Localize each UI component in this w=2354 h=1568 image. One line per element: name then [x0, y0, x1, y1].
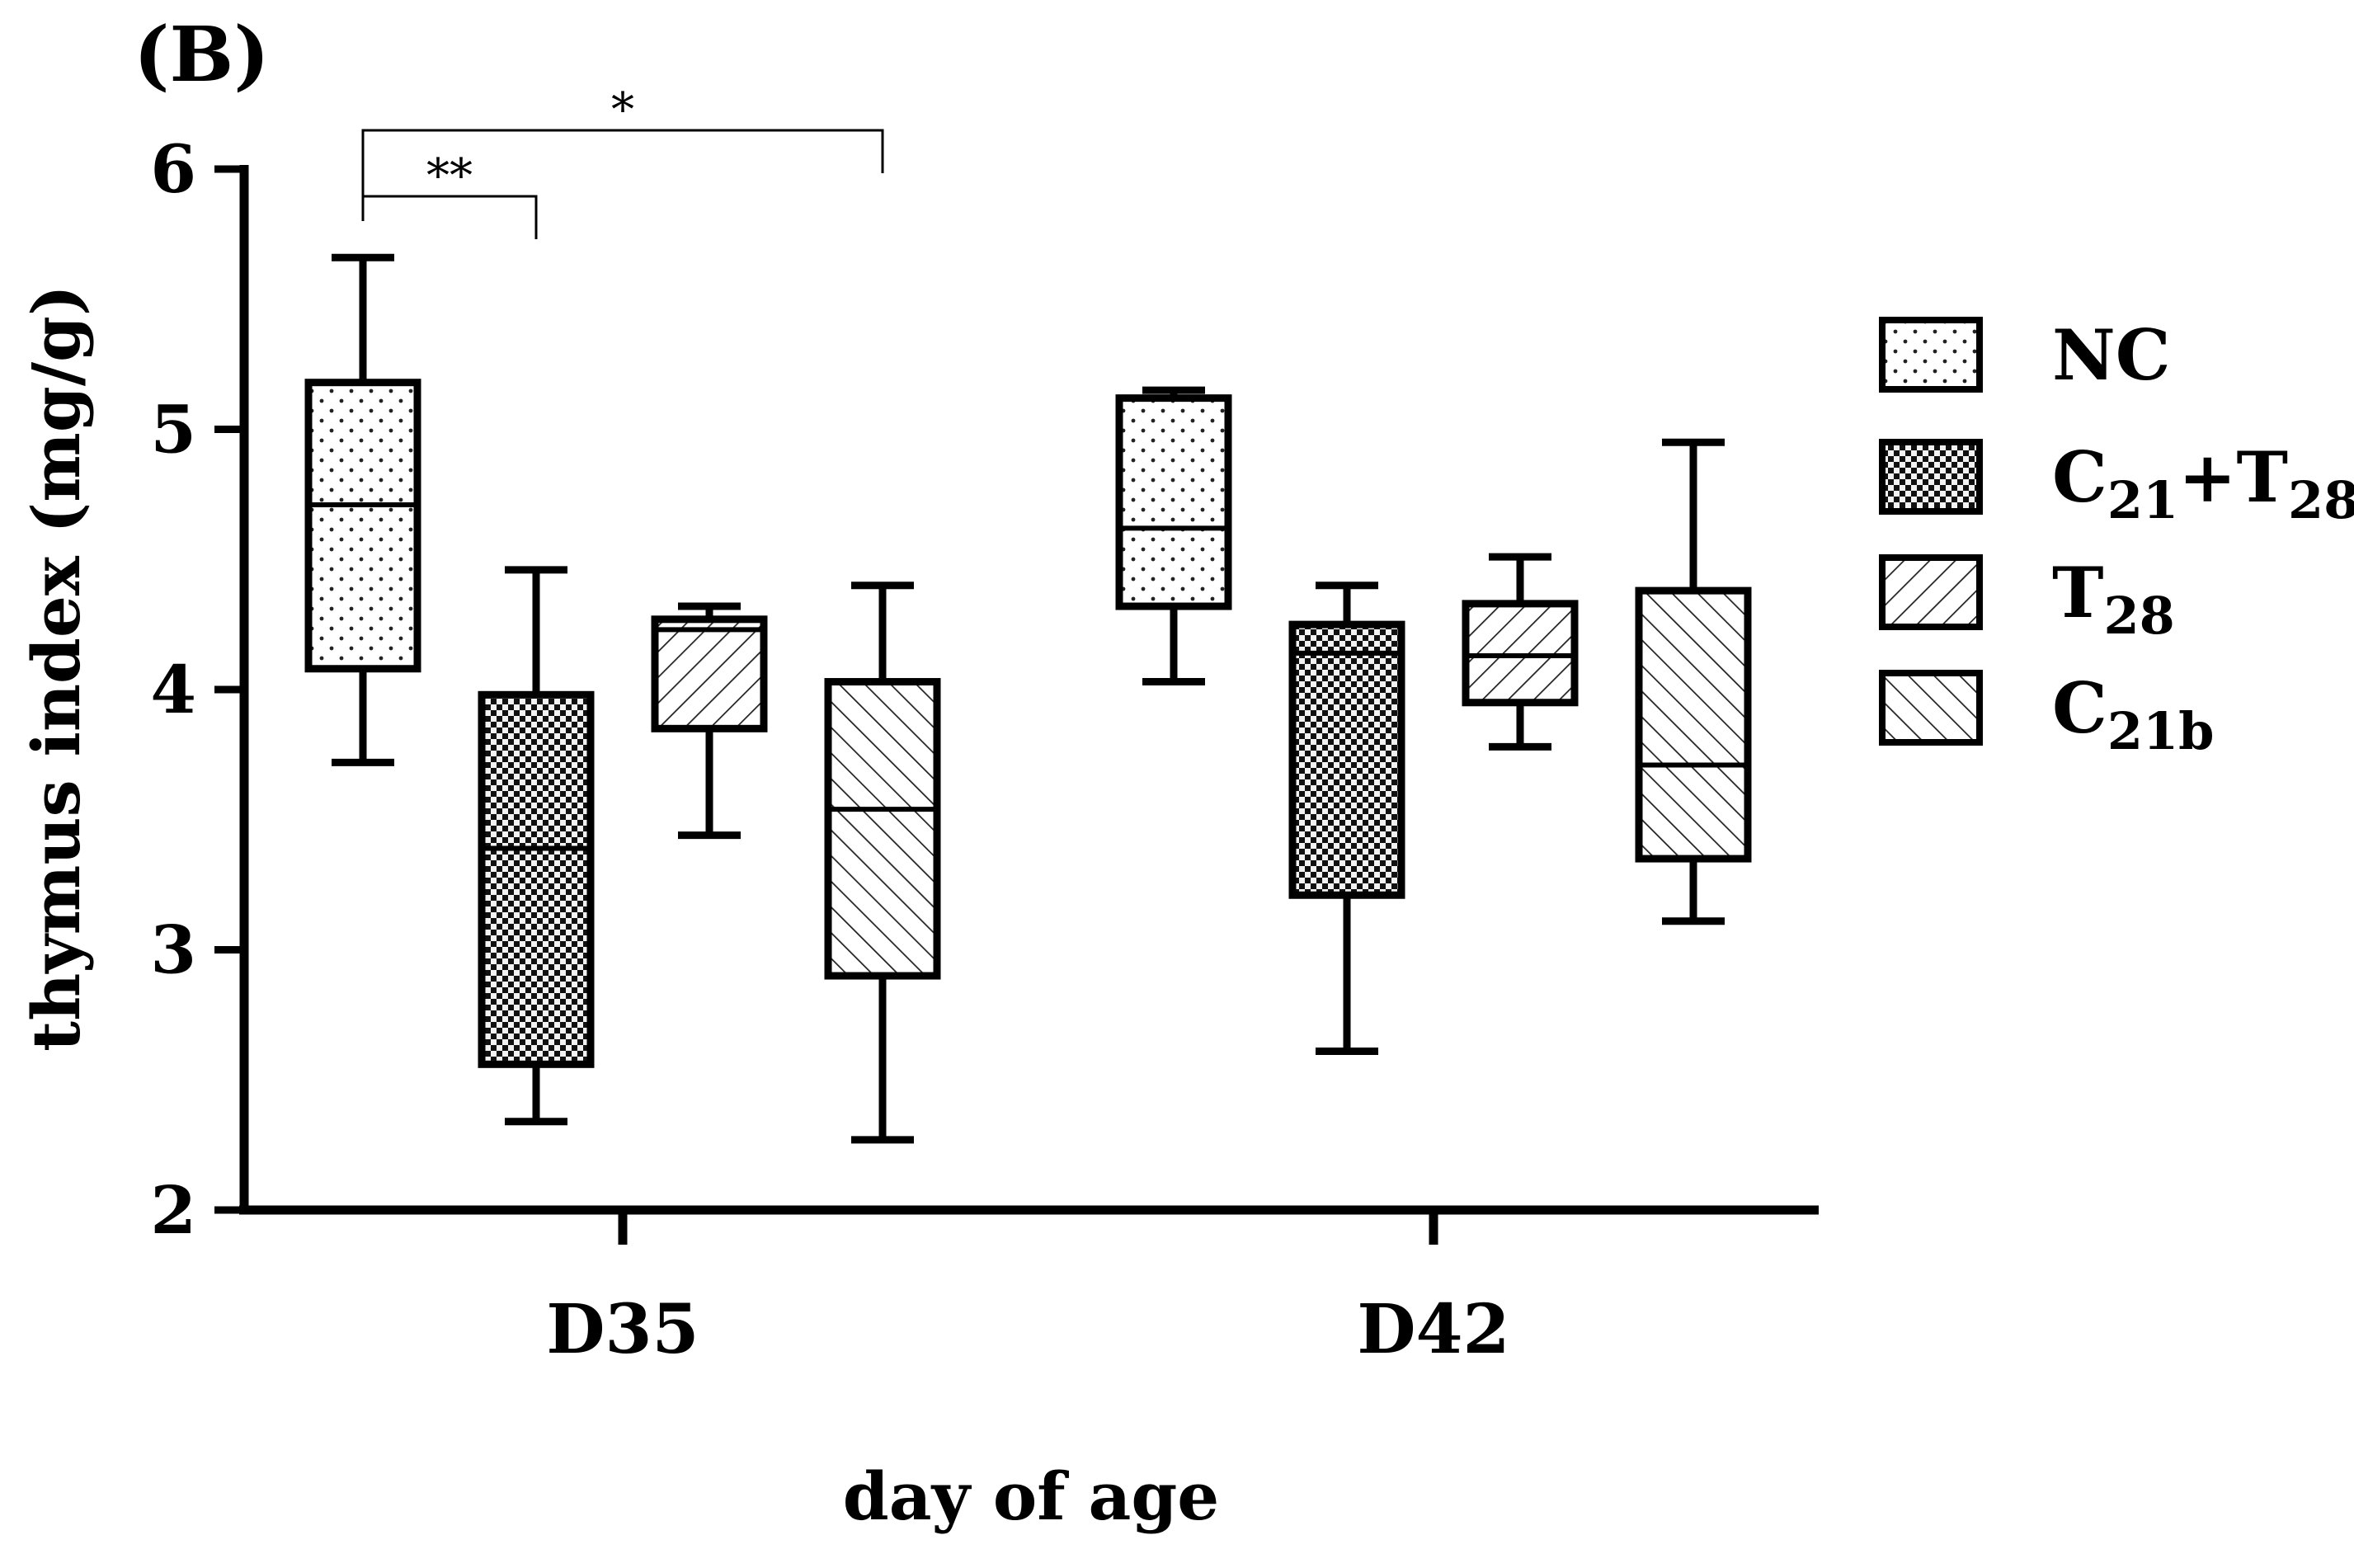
legend-swatch [1879, 554, 1983, 630]
legend-swatch [1879, 317, 1983, 393]
box-c21+t28-d35 [478, 566, 595, 1126]
box-iqr [1635, 586, 1752, 863]
legend-item-c21b: C21b [1879, 667, 2215, 761]
y-axis-title: thymus index (mg/g) [17, 285, 95, 1052]
x-axis-title: day of age [843, 1457, 1219, 1535]
significance-bracket [361, 129, 884, 221]
box-t28-d42 [1462, 553, 1579, 751]
x-tick-label: D35 [546, 1290, 699, 1369]
y-tick-label: 6 [150, 130, 196, 208]
box-iqr [304, 379, 421, 673]
legend-item-nc: NC [1879, 314, 2171, 396]
box-nc-d42 [1115, 386, 1232, 686]
box-iqr [478, 690, 595, 1068]
legend-swatch [1879, 670, 1983, 746]
panel-label: (B) [134, 10, 270, 99]
box-nc-d35 [304, 253, 421, 766]
y-tick-label: 5 [150, 391, 196, 469]
y-tick-label: 2 [150, 1171, 196, 1249]
legend-swatch [1879, 439, 1983, 515]
legend-item-t28: T28 [1879, 552, 2175, 646]
y-tick-label: 3 [150, 911, 196, 989]
legend-label: T28 [2052, 552, 2175, 646]
legend-label: NC [2052, 314, 2171, 396]
significance-label: ** [426, 149, 473, 203]
box-iqr [1462, 600, 1579, 707]
box-iqr [1115, 394, 1232, 610]
box-iqr [651, 615, 768, 732]
legend-label: C21b [2052, 667, 2215, 761]
box-c21b-d42 [1635, 438, 1752, 925]
box-iqr [824, 678, 941, 980]
box-iqr [1288, 620, 1405, 899]
x-tick-label: D42 [1357, 1290, 1509, 1369]
legend-label: C21+T28 [2052, 436, 2354, 530]
legend-item-c21+t28: C21+T28 [1879, 436, 2354, 530]
y-tick-label: 4 [150, 651, 196, 728]
box-c21b-d35 [824, 582, 941, 1144]
significance-label: * [611, 83, 634, 137]
box-c21+t28-d42 [1288, 582, 1405, 1056]
box-t28-d35 [651, 602, 768, 840]
